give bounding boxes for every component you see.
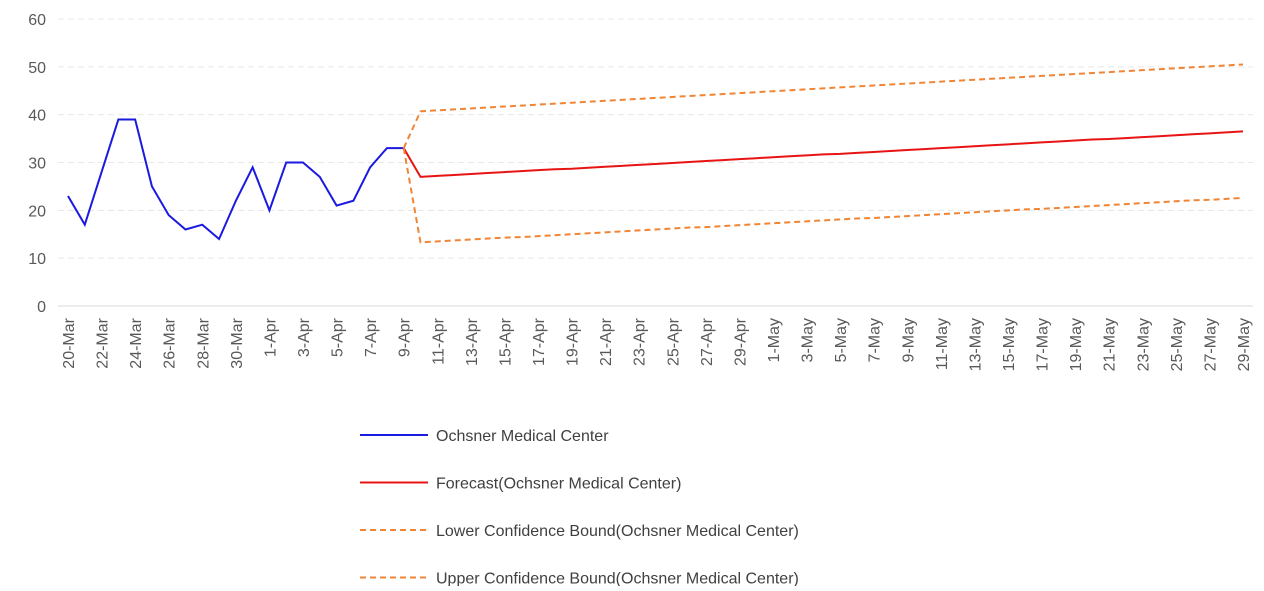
x-tick-label: 9-May (900, 318, 917, 362)
x-tick-label: 30-Mar (229, 317, 246, 368)
legend-label: Forecast(Ochsner Medical Center) (436, 476, 681, 493)
x-tick-label: 15-Apr (497, 317, 514, 366)
x-tick-label: 11-May (934, 318, 951, 370)
legend: Ochsner Medical Center Forecast(Ochsner M… (360, 428, 799, 588)
x-tick-label: 26-Mar (162, 317, 179, 368)
x-tick-label: 25-May (1169, 318, 1186, 371)
x-tick-label: 13-Apr (464, 317, 481, 366)
series-line (67, 118, 404, 241)
series-line (402, 63, 1244, 149)
x-tick-label: 23-Apr (632, 317, 649, 366)
x-tick-label: 25-Apr (665, 317, 682, 366)
x-tick-label: 29-Apr (732, 317, 749, 366)
x-tick-label: 23-May (1135, 318, 1152, 371)
legend-label: Ochsner Medical Center (436, 428, 609, 445)
x-tick-label: 17-May (1035, 318, 1052, 371)
y-tick-label: 0 (37, 299, 46, 316)
y-tick-label: 30 (28, 156, 46, 173)
x-tick-label: 15-May (1001, 318, 1018, 371)
x-tick-label: 28-Mar (195, 317, 212, 368)
y-tick-label: 60 (28, 12, 46, 29)
x-tick-label: 19-May (1068, 318, 1085, 371)
x-tick-label: 24-Mar (128, 317, 145, 368)
x-tick-label: 11-Apr (430, 317, 447, 365)
y-tick-label: 40 (28, 108, 46, 125)
x-tick-label: 5-May (833, 318, 850, 362)
x-tick-label: 22-Mar (95, 317, 112, 368)
x-tick-label: 3-May (800, 318, 817, 362)
y-tick-label: 20 (28, 203, 46, 220)
series-line (402, 130, 1244, 178)
x-tick-label: 1-May (766, 318, 783, 362)
x-tick-label: 13-May (967, 318, 984, 371)
x-tick-label: 21-Apr (598, 317, 615, 366)
y-tick-label: 10 (28, 251, 46, 268)
x-tick-label: 9-Apr (397, 317, 414, 357)
x-tick-label: 29-May (1236, 318, 1253, 371)
x-tick-label: 5-Apr (330, 317, 347, 357)
x-tick-label: 19-Apr (565, 317, 582, 366)
x-tick-label: 27-May (1202, 318, 1219, 371)
x-tick-label: 20-Mar (61, 317, 78, 368)
y-tick-label: 50 (28, 60, 46, 77)
x-tick-label: 27-Apr (699, 317, 716, 366)
x-tick-label: 7-May (867, 318, 884, 362)
legend-label: Upper Confidence Bound(Ochsner Medical C… (436, 571, 799, 587)
x-tick-label: 3-Apr (296, 317, 313, 357)
x-tick-label: 21-May (1102, 318, 1119, 371)
x-tick-label: 17-Apr (531, 317, 548, 366)
x-tick-label: 7-Apr (363, 317, 380, 357)
legend-label: Lower Confidence Bound(Ochsner Medical C… (436, 523, 799, 540)
x-tick-label: 1-Apr (262, 317, 279, 357)
